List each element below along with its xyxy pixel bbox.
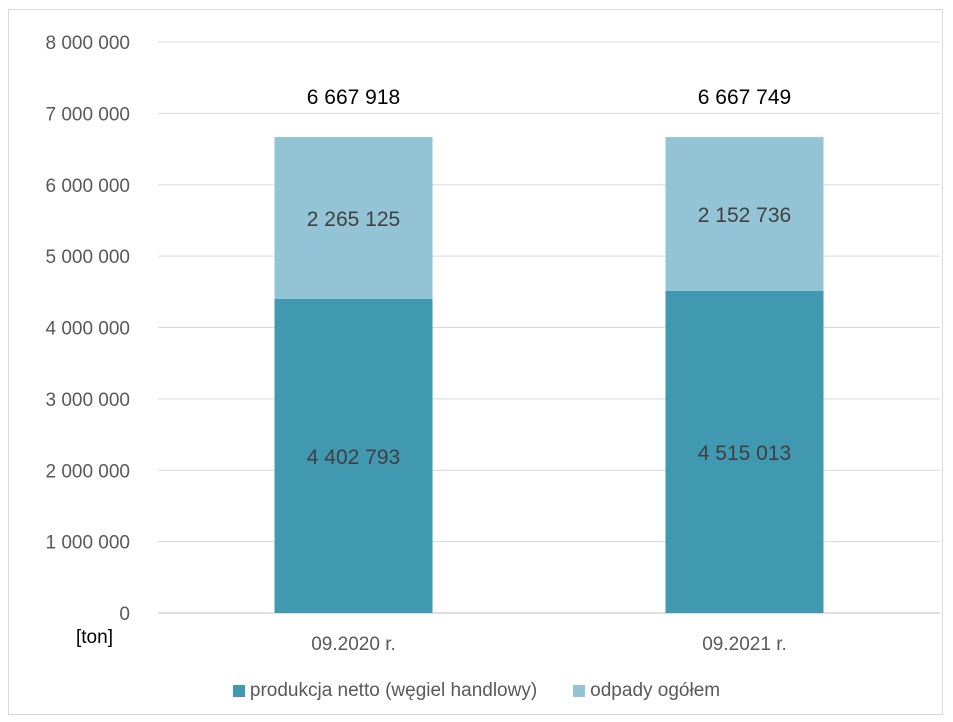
y-axis-tick-labels: 0 1 000 000 2 000 000 3 000 000 4 000 000 5 0… — [45, 33, 130, 625]
segment-value-label: 2 265 125 — [307, 208, 400, 231]
y-tick-label: 2 000 000 — [45, 461, 130, 482]
y-tick-label: 4 000 000 — [45, 319, 130, 340]
total-labels: 6 667 918 6 667 749 — [307, 86, 791, 109]
legend: produkcja netto (węgiel handlowy) odpady… — [0, 680, 953, 702]
segment-value-label: 2 152 736 — [698, 204, 791, 227]
legend-swatch-odpady — [573, 685, 586, 697]
segment-value-label: 4 515 013 — [698, 442, 791, 465]
bar-segment-odpady — [274, 137, 433, 299]
total-value-label: 6 667 749 — [698, 86, 791, 109]
x-axis-tick-labels: 09.2020 r. 09.2021 r. — [311, 634, 787, 655]
bars — [274, 137, 824, 613]
bar-segment-produkcja — [665, 290, 824, 613]
bar-segment-produkcja — [274, 298, 433, 613]
segment-value-label: 4 402 793 — [307, 446, 400, 469]
legend-item-odpady: odpady ogółem — [573, 680, 720, 702]
bar-segment-odpady — [665, 137, 824, 291]
x-tick-label: 09.2021 r. — [702, 634, 787, 655]
y-tick-label: 1 000 000 — [45, 533, 130, 554]
legend-item-produkcja: produkcja netto (węgiel handlowy) — [232, 680, 538, 702]
y-axis-unit-label: [ton] — [76, 627, 113, 648]
legend-swatch-produkcja — [232, 685, 245, 697]
y-tick-label: 6 000 000 — [45, 176, 130, 197]
segment-labels: 4 402 793 2 265 125 4 515 013 2 152 736 — [307, 204, 791, 469]
y-tick-label: 8 000 000 — [45, 33, 130, 54]
legend-label-produkcja: produkcja netto (węgiel handlowy) — [249, 680, 538, 701]
y-tick-label: 3 000 000 — [45, 390, 130, 411]
legend-label-odpady: odpady ogółem — [590, 680, 721, 701]
y-tick-label: 0 — [119, 604, 130, 625]
x-tick-label: 09.2020 r. — [311, 634, 396, 655]
y-tick-label: 5 000 000 — [45, 247, 130, 268]
y-tick-label: 7 000 000 — [45, 104, 130, 125]
total-value-label: 6 667 918 — [307, 86, 400, 109]
